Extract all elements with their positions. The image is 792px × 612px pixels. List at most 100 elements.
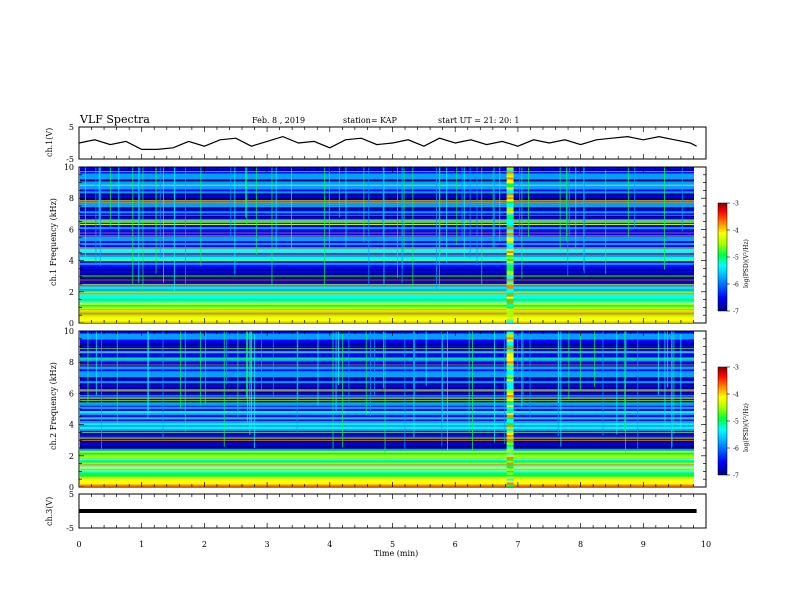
sferic-line: [99, 167, 101, 266]
sferic-line: [374, 331, 375, 396]
sferic-line: [681, 167, 683, 232]
sferic-line: [363, 167, 365, 243]
spectrogram-band: [80, 331, 694, 334]
spectrogram-band: [80, 424, 694, 428]
x-tick-label: 6: [453, 540, 458, 549]
y-tick-label: 8: [69, 358, 74, 367]
sferic-line: [456, 167, 458, 246]
tone-line: [80, 418, 694, 420]
burst-segment: [506, 432, 514, 436]
burst-segment: [506, 343, 514, 346]
sferic-line: [116, 331, 118, 424]
burst-segment: [506, 246, 514, 250]
burst-segment: [506, 337, 514, 340]
burst-segment: [506, 391, 514, 394]
x-tick-label: 0: [76, 540, 81, 549]
spectrogram-band: [80, 258, 694, 262]
figure-title: VLF Spectra: [79, 113, 150, 126]
sferic-line: [332, 331, 334, 449]
burst-segment: [506, 288, 514, 292]
sferic-line: [384, 331, 386, 455]
sferic-line: [261, 331, 262, 391]
colorbar-tick-label: -3: [733, 365, 739, 372]
spectrogram-band: [80, 442, 694, 446]
burst-segment: [506, 345, 514, 348]
y-tick-label: 6: [69, 225, 74, 234]
burst-segment: [506, 171, 514, 174]
spectrogram-band: [80, 440, 694, 444]
sferic-line: [472, 331, 473, 451]
sferic-line: [335, 331, 337, 413]
sferic-line: [521, 331, 523, 407]
spectrogram-band: [80, 175, 694, 178]
sferic-line: [184, 331, 186, 432]
tone-line: [80, 253, 694, 255]
spectrogram-band: [80, 416, 694, 420]
burst-segment: [506, 466, 514, 469]
y-tick-label: -5: [66, 155, 74, 164]
spectrogram-band: [80, 444, 694, 448]
sferic-line: [680, 331, 682, 428]
y-tick-label: 4: [69, 421, 74, 430]
tone-line: [80, 351, 694, 353]
burst-segment: [506, 367, 514, 370]
tone-line: [80, 440, 694, 441]
spectrogram-band: [80, 298, 694, 301]
spectrogram-band: [80, 246, 694, 250]
sferic-line: [317, 331, 319, 406]
burst-segment: [506, 268, 514, 272]
spectrogram-band: [80, 377, 694, 380]
spectrogram-band: [80, 318, 694, 321]
tone-line: [80, 221, 694, 223]
burst-segment: [506, 278, 514, 282]
spectrogram-band: [80, 375, 694, 378]
burst-segment: [506, 418, 514, 422]
spectrogram-band: [80, 213, 694, 216]
tone-line: [80, 432, 694, 433]
spectrogram-band: [80, 179, 694, 182]
sferic-line: [414, 331, 416, 396]
spectrogram-band: [80, 211, 694, 214]
waveform-ch1: [78, 135, 697, 150]
sferic-line: [246, 331, 247, 398]
sferic-line: [575, 167, 577, 248]
sferic-line: [296, 331, 298, 433]
tone-line: [80, 293, 694, 295]
tone-line: [80, 321, 694, 322]
burst-segment: [506, 333, 514, 336]
spectrogram-band: [80, 422, 694, 426]
spectrogram-band: [80, 482, 694, 485]
sferic-line: [370, 331, 372, 417]
spectrogram-band: [80, 187, 694, 190]
sferic-line: [494, 331, 495, 443]
y-tick-label: 5: [69, 123, 74, 132]
tone-line: [80, 437, 694, 439]
burst-segment: [506, 282, 514, 286]
sferic-line: [528, 167, 529, 238]
spectrogram-band: [80, 286, 694, 290]
burst-segment: [506, 237, 514, 240]
sferic-line: [616, 331, 618, 435]
sferic-line: [200, 167, 202, 266]
colorbar-tick-label: -4: [733, 392, 739, 399]
sferic-line: [439, 167, 441, 257]
tone-line: [80, 279, 694, 281]
sferic-line: [271, 167, 273, 287]
sferic-line: [499, 167, 501, 242]
sferic-line: [200, 331, 202, 406]
burst-segment: [506, 395, 514, 398]
x-tick-label: 5: [390, 540, 395, 549]
x-tick-label: 7: [515, 540, 520, 549]
spectrogram-band: [80, 446, 694, 450]
burst-segment: [506, 484, 514, 487]
sferic-line: [84, 167, 86, 262]
burst-segment: [506, 235, 514, 238]
x-tick-label: 3: [265, 540, 270, 549]
spectrogram-band: [80, 205, 694, 208]
sferic-line: [342, 331, 344, 448]
sferic-line: [481, 167, 483, 286]
sferic-line: [162, 331, 164, 440]
sferic-line: [476, 167, 478, 266]
sferic-line: [138, 167, 140, 283]
burst-segment: [506, 387, 514, 390]
